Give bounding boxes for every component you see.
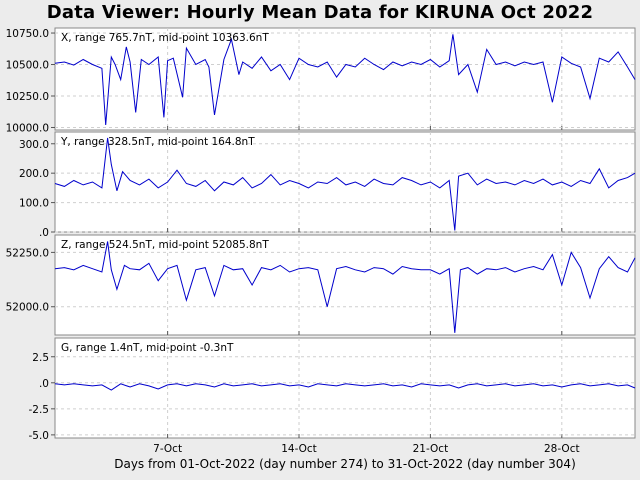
panel-g: -5.0 -2.5 .0 2.5 G, range 1.4nT, mid-point -… — [29, 337, 636, 442]
y-tick-label-g: .0 — [39, 378, 49, 390]
panel-x: 10000.0 10250.0 10500.0 10750.0 X, range 765… — [6, 27, 636, 134]
series-line-g — [54, 383, 636, 391]
y-tick-label-y: 300.0 — [19, 139, 49, 151]
x-tick-label: 21-Oct — [413, 443, 449, 455]
panel-z: 52000.0 52250.0 Z, range 524.5nT, mid-poin… — [6, 234, 636, 336]
plot-area-g — [54, 337, 636, 439]
y-tick-label-x: 10000.0 — [6, 122, 49, 134]
y-tick-label-x: 10500.0 — [6, 60, 49, 72]
panel-label-x: X, range 765.7nT, mid-point 10363.6nT — [61, 32, 269, 44]
panel-label-y: Y, range 328.5nT, mid-point 164.8nT — [60, 136, 255, 148]
x-tick-label: 14-Oct — [281, 443, 317, 455]
series-line-z — [54, 241, 636, 333]
plot-area-z — [54, 234, 636, 336]
x-tick-label: 28-Oct — [544, 443, 580, 455]
y-tick-label-y: 200.0 — [19, 168, 49, 180]
x-axis-label: Days from 01-Oct-2022 (day number 274) t… — [114, 457, 576, 471]
y-tick-label-g: 2.5 — [32, 352, 49, 364]
y-tick-label-y: .0 — [39, 227, 49, 239]
y-tick-label-z: 52000.0 — [6, 302, 49, 314]
y-tick-label-y: 100.0 — [19, 198, 49, 210]
series-line-x — [54, 34, 636, 126]
chart-title: Data Viewer: Hourly Mean Data for KIRUNA… — [46, 2, 594, 23]
panel-label-z: Z, range 524.5nT, mid-point 52085.8nT — [61, 239, 269, 251]
y-tick-label-x: 10250.0 — [6, 91, 49, 103]
x-tick-label: 7-Oct — [153, 443, 182, 455]
y-tick-label-g: -2.5 — [29, 404, 50, 416]
y-tick-label-x: 10750.0 — [6, 28, 49, 40]
panel-y: .0 100.0 200.0 300.0 Y, range 328.5nT, mid-p… — [19, 131, 636, 239]
y-tick-label-z: 52250.0 — [6, 247, 49, 259]
panel-label-g: G, range 1.4nT, mid-point -0.3nT — [61, 342, 234, 354]
y-tick-label-g: -5.0 — [29, 430, 50, 442]
series-line-y — [54, 137, 636, 231]
